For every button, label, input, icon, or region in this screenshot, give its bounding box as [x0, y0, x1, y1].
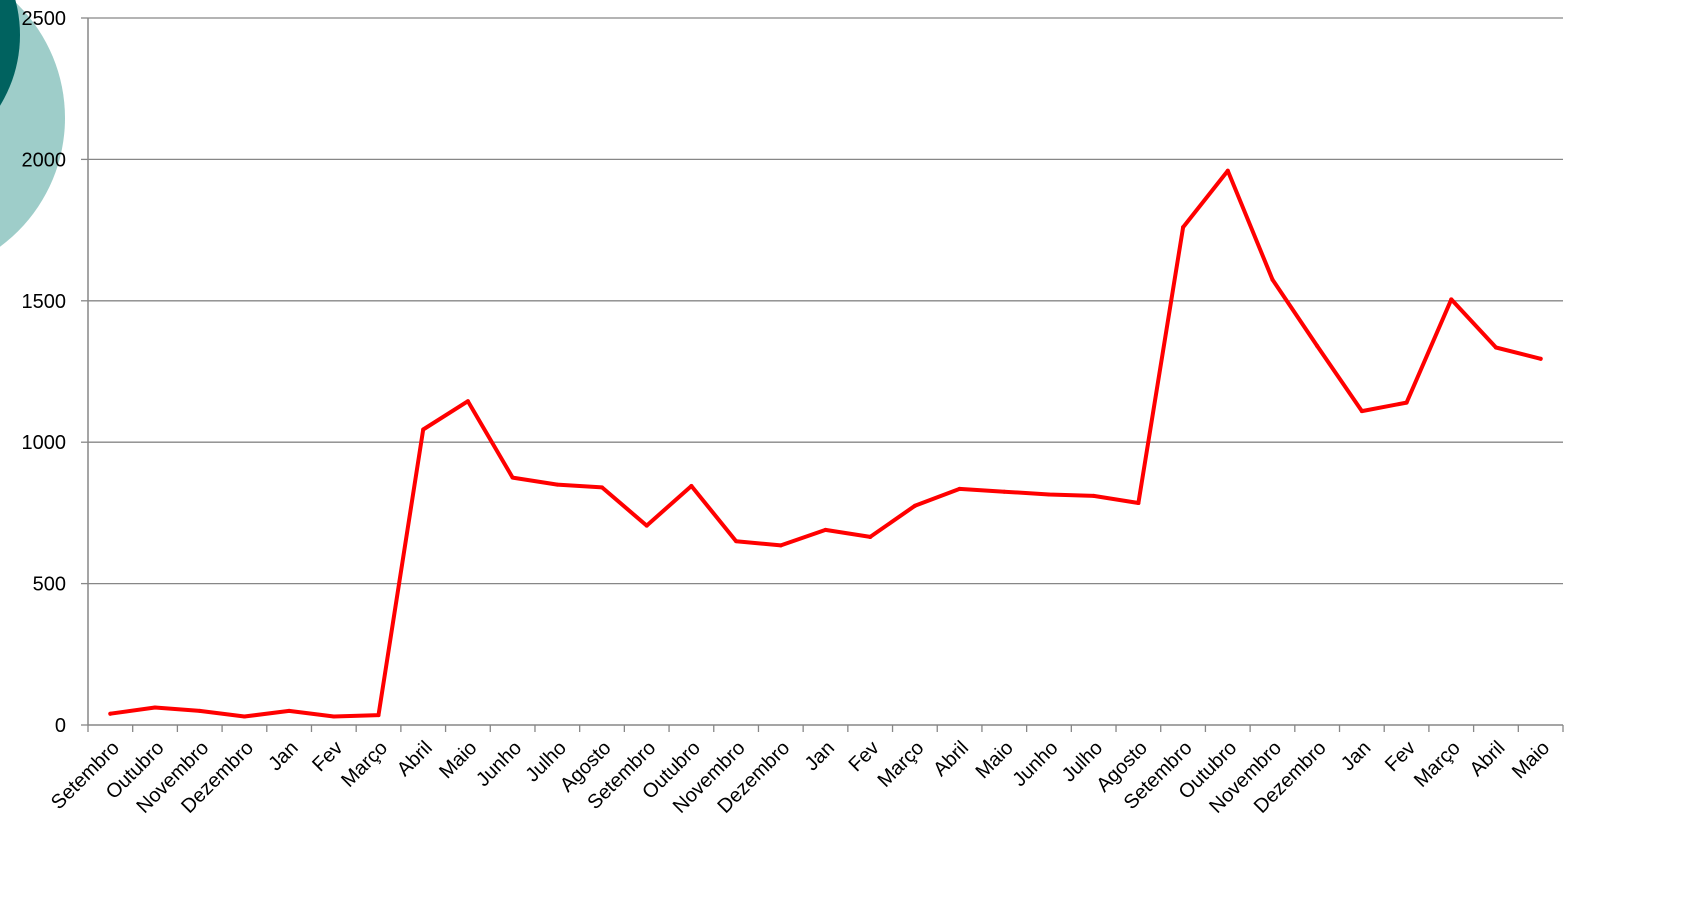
data-point	[1136, 501, 1141, 506]
data-point	[600, 485, 605, 490]
x-tick-label: Jan	[1337, 737, 1375, 775]
y-tick-label: 0	[55, 715, 66, 737]
data-point	[689, 484, 694, 489]
x-tick-label: Fev	[845, 737, 884, 776]
x-tick-label: Maio	[1508, 737, 1554, 783]
y-tick-label: 500	[33, 574, 66, 596]
data-point	[108, 711, 113, 716]
x-tick-label: Jan	[801, 737, 839, 775]
data-point	[465, 399, 470, 404]
data-point	[1449, 297, 1454, 302]
y-tick-label: 2500	[22, 8, 67, 30]
x-tick-label: Fev	[1381, 737, 1420, 776]
y-tick-label: 1500	[22, 291, 67, 313]
x-tick-label: Fev	[308, 737, 347, 776]
data-point	[510, 475, 515, 480]
data-point	[1002, 489, 1007, 494]
data-point	[555, 482, 560, 487]
data-point	[1270, 277, 1275, 282]
x-tick-label: Março	[1410, 737, 1465, 792]
data-point	[644, 523, 649, 528]
data-point	[1181, 225, 1186, 230]
data-point	[197, 708, 202, 713]
data-point	[1315, 344, 1320, 349]
data-point	[868, 534, 873, 539]
x-tick-label: Abril	[393, 737, 437, 781]
data-point	[1404, 400, 1409, 405]
x-tick-label: Março	[874, 737, 929, 792]
grid-lines	[88, 17, 1563, 585]
axes	[81, 17, 1564, 732]
y-tick-label: 1000	[22, 432, 67, 454]
data-point	[957, 486, 962, 491]
x-tick-label: Março	[337, 737, 392, 792]
decorative-circle-dark	[0, 0, 20, 106]
series-line-0	[108, 168, 1543, 719]
y-tick-label: 2000	[22, 149, 67, 171]
data-point	[287, 708, 292, 713]
data-point	[421, 427, 426, 432]
x-tick-label: Junho	[472, 737, 526, 791]
data-point	[912, 503, 917, 508]
data-point	[1538, 356, 1543, 361]
x-tick-label: Abril	[1466, 737, 1510, 781]
x-tick-label: Setembro	[47, 737, 124, 814]
data-point	[153, 705, 158, 710]
data-point	[778, 543, 783, 548]
data-point	[1493, 345, 1498, 350]
data-point	[331, 714, 336, 719]
y-axis-tick-labels: 0 500 1000 1500 2000 2500	[22, 8, 67, 737]
data-point	[823, 527, 828, 532]
x-tick-label: Junho	[1008, 737, 1062, 791]
series-group	[108, 168, 1543, 719]
x-tick-label: Abril	[929, 737, 973, 781]
data-point	[376, 713, 381, 718]
data-point	[734, 539, 739, 544]
data-point	[1225, 168, 1230, 173]
data-point	[1046, 492, 1051, 497]
x-tick-label: Jan	[264, 737, 302, 775]
data-point	[1359, 409, 1364, 414]
data-point	[1091, 493, 1096, 498]
decorative-circles	[0, 0, 65, 247]
data-point	[242, 714, 247, 719]
